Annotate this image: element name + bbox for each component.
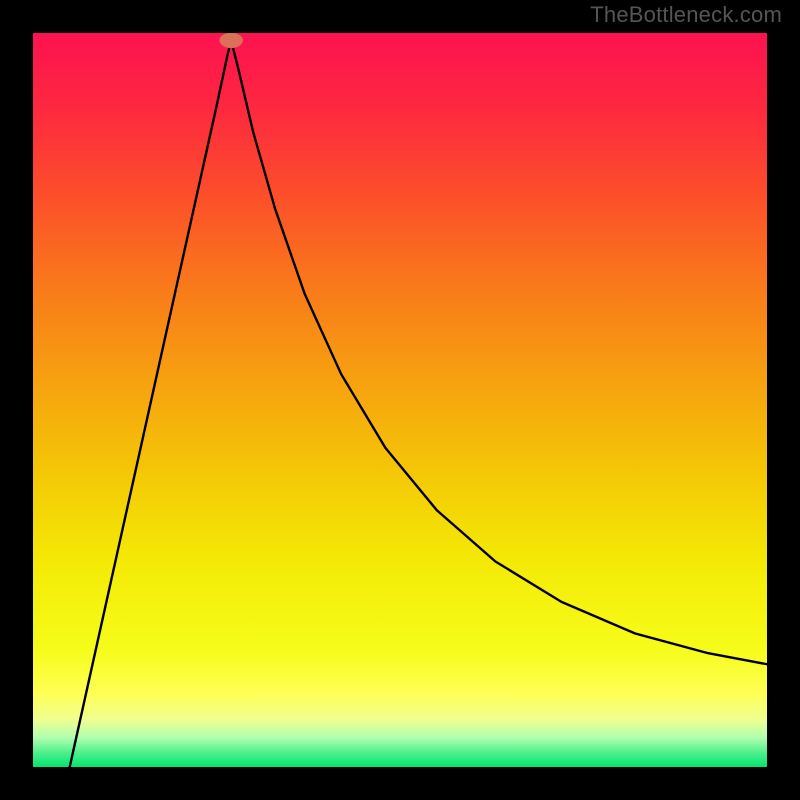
watermark-label: TheBottleneck.com (590, 2, 782, 28)
frame: TheBottleneck.com (0, 0, 800, 800)
minimum-marker (219, 33, 242, 48)
bottleneck-chart-svg (33, 33, 767, 767)
chart-container (33, 33, 767, 767)
chart-background (33, 33, 767, 767)
